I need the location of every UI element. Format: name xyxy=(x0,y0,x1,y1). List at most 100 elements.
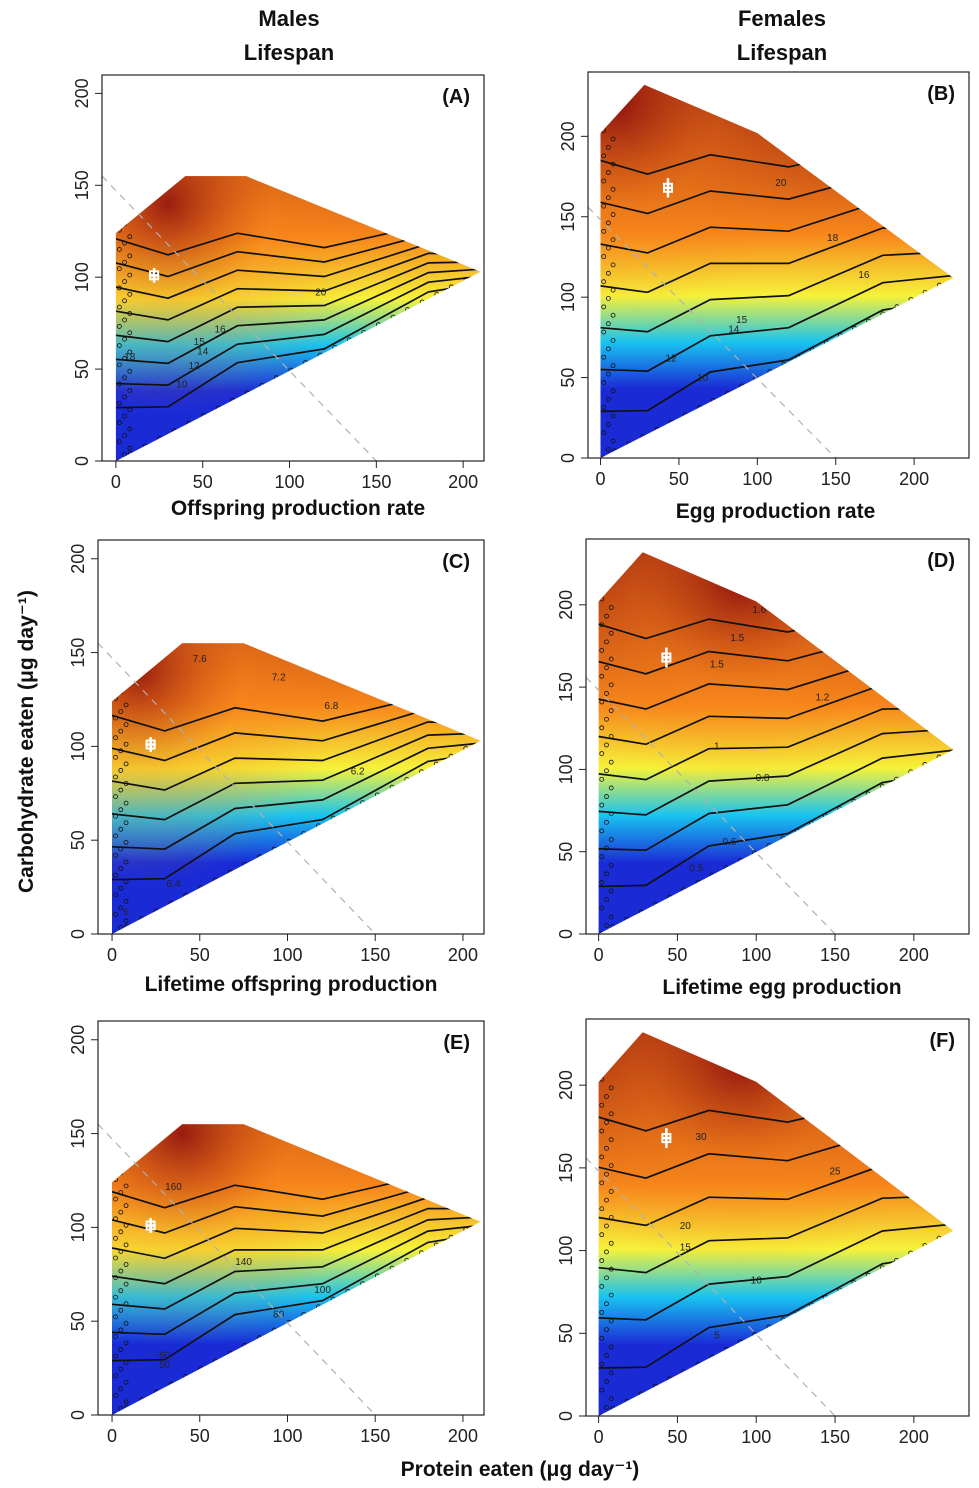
contour-line-12 xyxy=(115,266,481,365)
y-tick-label: 150 xyxy=(556,1153,576,1183)
y-tick-label: 50 xyxy=(72,359,92,379)
panel-c: 7.6 7.2 6.8 6.2 6.4 6 (C) 0 50 100 150 200 0 50 100 150… xyxy=(68,539,485,965)
data-point xyxy=(123,741,129,747)
contour-line-12 xyxy=(600,273,954,372)
contour-label: 140 xyxy=(235,1257,252,1268)
contour-label: 1.6 xyxy=(752,605,766,616)
plot-frame xyxy=(585,538,970,935)
data-point xyxy=(604,716,609,722)
data-point xyxy=(605,144,611,150)
data-point xyxy=(113,1216,118,1222)
x-tick-label: 200 xyxy=(899,1427,929,1447)
plot-frame xyxy=(587,71,970,459)
contour-line-10 xyxy=(598,1222,954,1321)
data-point xyxy=(122,394,127,400)
data-point xyxy=(127,330,133,336)
data-point xyxy=(116,439,122,445)
data-point xyxy=(605,321,611,327)
y-tick-label: 100 xyxy=(68,1212,88,1242)
plot-frame xyxy=(97,539,485,935)
y-tick-label: 100 xyxy=(558,282,578,312)
data-point xyxy=(601,354,607,360)
contour-label: 50 xyxy=(159,1360,171,1371)
data-point xyxy=(610,312,616,318)
data-point xyxy=(604,1275,609,1281)
y-tick-label: 200 xyxy=(68,544,88,574)
contour-line-80 xyxy=(112,1214,481,1310)
data-point xyxy=(116,208,122,214)
data-point xyxy=(118,826,124,832)
data-point xyxy=(122,432,127,438)
panel-e: 160 140 100 80 60 50 (E) 0 50 100 150 200 0 50 100 150 2… xyxy=(68,1020,485,1446)
data-point xyxy=(113,1196,118,1202)
x-tick-label: 200 xyxy=(448,1426,478,1446)
plot-frame xyxy=(585,1018,970,1417)
panel-5-svg: 30 25 20 15 10 5 (F) 0 50 100 150 200 0 50 100 150 200 xyxy=(556,1018,970,1447)
data-point xyxy=(118,1366,124,1372)
data-point xyxy=(123,1320,129,1326)
x-tick-label: 150 xyxy=(361,472,391,492)
x-tick-label: 150 xyxy=(820,945,850,965)
contour-line-0.6 xyxy=(598,727,954,816)
data-point xyxy=(123,800,129,806)
data-point xyxy=(118,748,124,754)
data-point xyxy=(123,1379,129,1385)
males-header: Males Lifespan xyxy=(189,2,389,70)
data-point xyxy=(601,178,607,184)
data-point xyxy=(127,311,133,316)
y-tick-label: 0 xyxy=(72,456,92,466)
contour-label: 10 xyxy=(751,1276,763,1287)
females-header: Females Lifespan xyxy=(682,2,882,70)
data-point xyxy=(608,1266,614,1272)
data-point xyxy=(604,923,609,928)
data-point xyxy=(122,259,127,265)
panel-a: 20 16 15 14 12 10 18 (A) 0 50 100 150 200 0 50 100 150 20… xyxy=(72,74,485,492)
x-tick-label: 100 xyxy=(275,472,305,492)
y-tick-label: 200 xyxy=(72,78,92,108)
contour-label: 6.4 xyxy=(166,879,180,890)
x-tick-label: 50 xyxy=(669,469,689,489)
y-tick-label: 0 xyxy=(68,929,88,939)
panel-d-xlabel: Lifetime egg production xyxy=(662,976,902,999)
data-point xyxy=(604,742,609,748)
y-tick-label: 50 xyxy=(556,1323,576,1343)
data-point xyxy=(118,1347,124,1352)
heatmap-hotspot xyxy=(115,176,481,461)
data-point xyxy=(113,1294,118,1300)
data-point xyxy=(610,413,616,419)
males-header-line1: Males xyxy=(258,6,320,31)
y-tick-label: 50 xyxy=(558,368,578,388)
x-tick-label: 50 xyxy=(190,945,210,965)
data-point xyxy=(113,911,118,917)
heatmap-surface: 30 25 20 15 10 5 xyxy=(598,1032,954,1416)
x-tick-label: 200 xyxy=(899,945,929,965)
data-point xyxy=(604,1094,609,1099)
mean-marker xyxy=(662,178,673,198)
females-header-line1: Females xyxy=(737,6,827,31)
data-point xyxy=(608,734,614,739)
data-point xyxy=(608,1163,614,1168)
data-point xyxy=(113,872,118,878)
data-point xyxy=(599,1232,605,1238)
x-tick-label: 0 xyxy=(107,1426,117,1446)
data-point xyxy=(118,1288,124,1294)
y-tick-label: 200 xyxy=(556,1070,576,1100)
contour-label: 6.8 xyxy=(324,701,338,712)
contour-label: 6.2 xyxy=(351,767,365,778)
data-point xyxy=(127,234,133,240)
data-point xyxy=(599,1258,605,1263)
contour-label: 1.2 xyxy=(815,692,829,703)
contour-label: 6 xyxy=(123,907,129,918)
data-point xyxy=(122,413,127,419)
data-point xyxy=(608,888,614,894)
data-point xyxy=(122,240,127,246)
data-point xyxy=(601,153,607,159)
data-point xyxy=(601,228,607,234)
contour-line-100 xyxy=(112,1207,481,1285)
data-point xyxy=(118,768,124,773)
data-point xyxy=(605,270,611,276)
panel-a-xlabel: Offspring production rate xyxy=(170,497,426,520)
data-point xyxy=(113,794,118,799)
